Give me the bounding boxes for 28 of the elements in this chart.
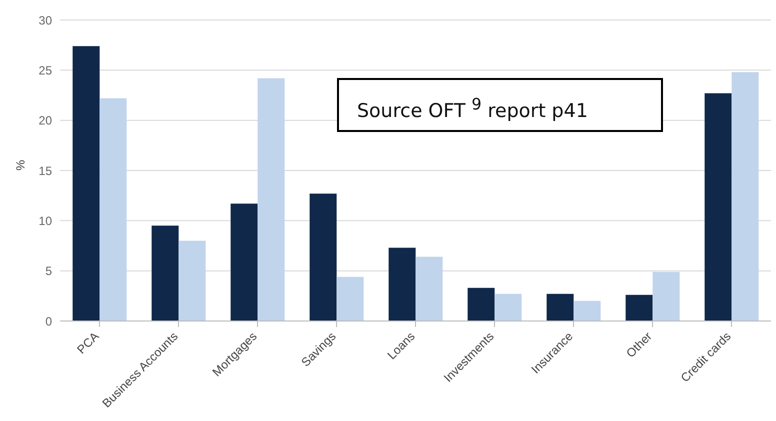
bar (704, 93, 732, 321)
y-tick-label: 30 (38, 13, 52, 28)
bar (72, 46, 100, 321)
bar (152, 226, 179, 321)
bar (546, 294, 574, 321)
bar (652, 272, 680, 321)
bar (100, 98, 127, 321)
y-tick-label: 15 (38, 164, 52, 178)
text-box: Source OFT $^{9}$ report p41 (337, 78, 663, 132)
bar (626, 294, 653, 321)
annotation: Source OFT $^{9}$ report p41 (357, 95, 588, 122)
bar (494, 294, 522, 321)
y-tick-label: 5 (45, 264, 52, 278)
y-axis-title: % (13, 160, 28, 170)
bar (416, 256, 443, 321)
bar (258, 78, 285, 321)
y-tick-label: 0 (45, 314, 52, 328)
y-tick-label: 20 (38, 114, 52, 128)
y-tick-label: 10 (38, 214, 52, 228)
bar (574, 300, 601, 321)
bar (178, 240, 206, 321)
y-tick-label: 25 (38, 63, 52, 78)
bar (336, 276, 364, 321)
bar (310, 194, 337, 321)
bar (388, 248, 416, 321)
bar (230, 204, 258, 321)
bar (468, 288, 495, 321)
bar (732, 72, 759, 321)
